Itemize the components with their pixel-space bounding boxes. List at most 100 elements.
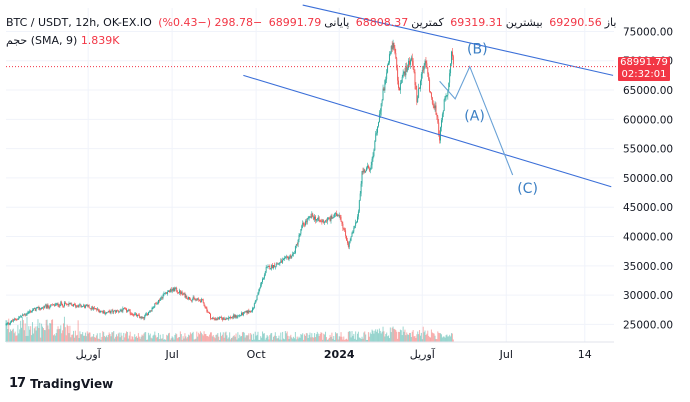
candle-body: [191, 299, 193, 301]
candle-body: [220, 317, 221, 318]
candle-body: [116, 310, 118, 312]
candle-body: [260, 284, 262, 288]
candle-body: [332, 217, 334, 219]
candle-body: [171, 290, 173, 292]
volume-bar: [91, 336, 93, 342]
volume-bar: [427, 330, 429, 342]
candle-body: [267, 266, 269, 267]
volume-bar: [171, 336, 173, 342]
candle-body: [449, 73, 451, 83]
volume-bar: [314, 337, 316, 342]
wave-label: (B): [467, 42, 488, 58]
drawings[interactable]: [243, 4, 614, 188]
candle-body: [404, 71, 406, 76]
volume-bar: [147, 332, 149, 342]
volume-bar: [160, 338, 162, 342]
candle-body: [250, 310, 252, 313]
candle-body: [167, 291, 169, 294]
candle-body: [282, 259, 284, 263]
volume-bar: [229, 332, 231, 342]
volume-bar: [325, 331, 327, 342]
candle-body: [15, 318, 17, 320]
volume-bar: [447, 336, 449, 342]
volume-bar: [223, 337, 225, 342]
candle-body: [356, 222, 358, 224]
candle-body: [32, 308, 34, 311]
volume-bar: [143, 333, 145, 342]
candle-body: [363, 169, 365, 172]
candle-body: [275, 263, 277, 267]
volume-bar: [96, 333, 98, 342]
volume-bar: [364, 331, 366, 342]
low-value: 68808.37: [355, 16, 409, 29]
volume-bar: [302, 333, 304, 342]
volume-bar: [350, 337, 352, 342]
volume-bar: [396, 331, 398, 342]
volume-bar: [273, 335, 275, 342]
x-tick-label: Jul: [499, 348, 513, 361]
candle-body: [74, 304, 75, 305]
volume-bar: [220, 336, 222, 342]
volume-bar: [196, 331, 198, 342]
volume-bar: [390, 332, 392, 342]
volume-bar: [83, 335, 85, 342]
volume-bar: [31, 335, 33, 342]
candle-body: [421, 69, 423, 75]
candle-body: [178, 292, 179, 294]
candle-body: [400, 82, 402, 84]
volume-bar: [412, 329, 414, 342]
candle-body: [249, 310, 251, 313]
volume-bar: [182, 336, 184, 342]
volume-bar: [241, 332, 243, 342]
volume-bar: [398, 332, 400, 342]
volume-bar: [283, 339, 285, 342]
tradingview-brand[interactable]: 17 TradingView: [9, 376, 113, 391]
candle-body: [269, 266, 271, 270]
volume-bar: [155, 335, 157, 342]
candle-body: [126, 310, 128, 312]
candle-body: [28, 312, 30, 313]
volume-bar: [420, 332, 422, 342]
candle-body: [43, 306, 45, 309]
volume-bar: [181, 339, 183, 342]
volume-bar: [329, 334, 331, 342]
candle-body: [153, 306, 155, 308]
candle-body: [149, 310, 151, 312]
candle-body: [194, 298, 196, 300]
volume-bar: [203, 331, 205, 342]
volume-bar: [369, 332, 371, 342]
candle-body: [409, 60, 411, 65]
volume-bar: [84, 332, 86, 342]
candle-body: [33, 308, 35, 310]
volume-bar: [401, 335, 403, 342]
volume-bar: [172, 337, 174, 342]
volume-bar: [407, 334, 409, 342]
candle-body: [341, 221, 343, 224]
volume-bar: [55, 333, 57, 342]
candle-body: [105, 313, 106, 314]
candle-body: [434, 105, 436, 109]
candle-body: [217, 317, 219, 320]
volume-bar: [34, 326, 36, 342]
candle-body: [394, 47, 396, 53]
volume-bar: [328, 337, 330, 342]
volume-bar: [53, 334, 55, 342]
candle-body: [388, 62, 389, 65]
candle-body: [118, 311, 120, 313]
symbol-title[interactable]: BTC / USDT, 12h, OK-EX.IO: [6, 16, 152, 29]
y-tick-label: 55000.00: [623, 144, 673, 156]
volume-bar: [136, 336, 138, 342]
candle-body: [279, 262, 281, 264]
volume-bar: [126, 331, 128, 342]
volume-legend[interactable]: حجم (SMA, 9) 1.839K: [6, 34, 120, 47]
volume-bar: [104, 336, 106, 342]
volume-bar: [285, 333, 287, 342]
volume-bar: [421, 339, 423, 342]
candle-body: [272, 264, 274, 269]
volume-bar: [305, 333, 307, 342]
volume-bar: [47, 325, 49, 342]
volume-bar: [216, 334, 218, 342]
volume-bar: [46, 319, 48, 342]
volume-bar: [109, 334, 111, 342]
